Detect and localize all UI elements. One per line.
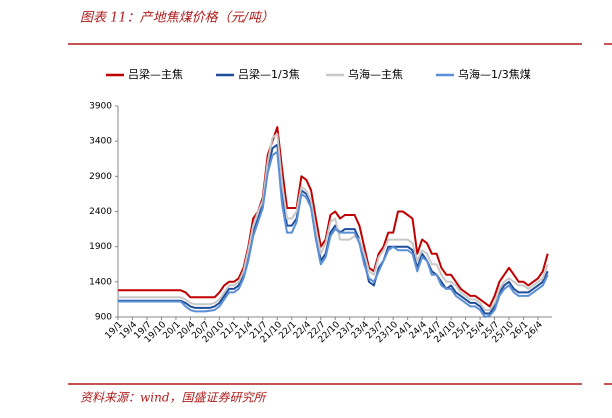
x-tick-label: 26/4: [524, 320, 546, 342]
y-tick-label: 1900: [89, 242, 112, 252]
y-tick-label: 900: [95, 313, 112, 323]
y-tick-label: 1400: [89, 277, 112, 287]
legend-label: 乌海—1/3焦煤: [458, 67, 531, 81]
y-tick-label: 3900: [89, 102, 112, 112]
series-line: [118, 133, 549, 311]
y-tick-label: 3400: [89, 137, 112, 147]
legend-label: 乌海—主焦: [348, 67, 403, 81]
legend-label: 吕梁—主焦: [128, 67, 183, 81]
series-line: [118, 126, 549, 308]
chart-title: 图表 11：产地焦煤价格（元/吨）: [80, 10, 274, 26]
legend-label: 吕梁—1/3焦: [238, 67, 300, 81]
source-note: 资料来源：wind，国盛证券研究所: [80, 391, 268, 405]
y-tick-label: 2400: [89, 207, 112, 217]
series-line: [118, 143, 549, 315]
series-line: [118, 150, 549, 318]
y-tick-label: 2900: [89, 172, 112, 182]
